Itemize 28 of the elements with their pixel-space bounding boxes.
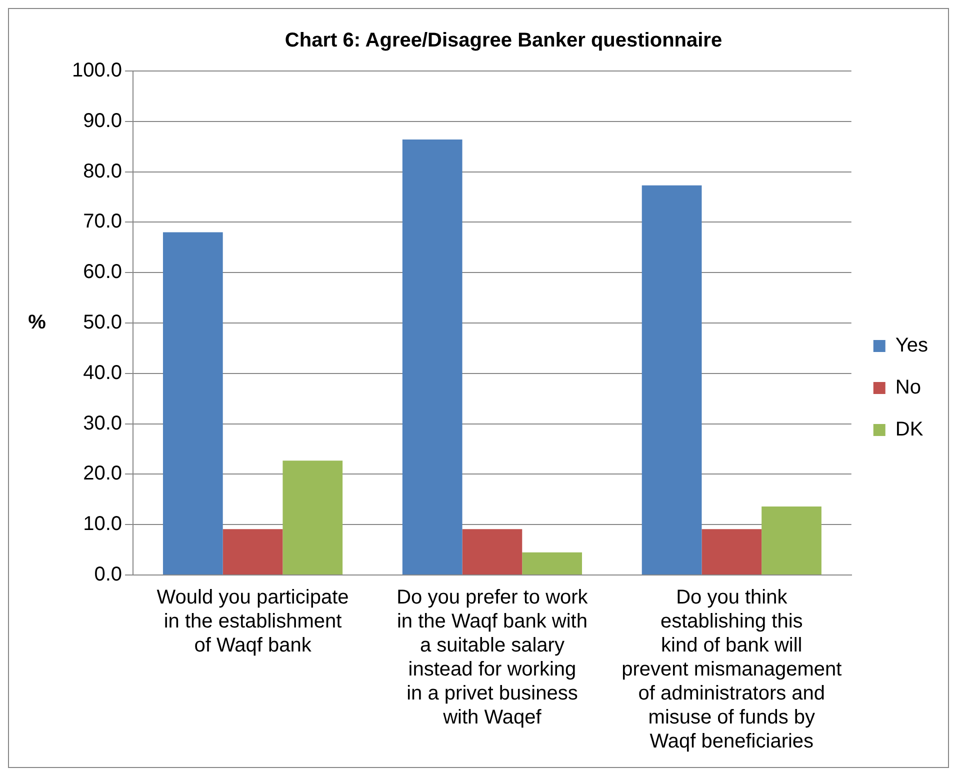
y-tick-label: 20.0 xyxy=(83,462,122,485)
x-tick-label: Do you prefer to work in the Waqf bank with a suitable salary instead for working in a privet business with Waqef xyxy=(396,586,589,729)
y-tick-label: 90.0 xyxy=(83,110,122,132)
legend-label: Yes xyxy=(895,334,928,357)
y-tick-label: 70.0 xyxy=(83,210,122,233)
bar xyxy=(162,232,223,574)
y-tick-label: 80.0 xyxy=(83,160,122,182)
bar xyxy=(522,552,582,574)
bar xyxy=(222,529,283,574)
bar xyxy=(642,185,702,574)
y-axis-title: % xyxy=(28,312,46,334)
bar xyxy=(462,529,522,574)
y-tick-label: 40.0 xyxy=(83,362,122,384)
x-tick-label: Do you think establishing this kind of bank will prevent mismanagement of administrators and misuse of funds by Waqf beneficiaries xyxy=(622,586,842,753)
y-tick-label: 0.0 xyxy=(94,564,122,586)
y-tick-label: 60.0 xyxy=(83,261,122,284)
y-tick-label: 30.0 xyxy=(83,412,122,434)
x-tick-label: Would you participate in the establishment of Waqf bank xyxy=(156,586,349,657)
bar xyxy=(402,140,462,574)
bar xyxy=(762,506,822,574)
bar xyxy=(702,529,762,574)
legend-label: No xyxy=(895,376,921,399)
chart-title: Chart 6: Agree/Disagree Banker questionnaire xyxy=(284,30,722,52)
bar xyxy=(282,460,343,574)
y-tick-label: 10.0 xyxy=(83,513,122,536)
legend-label: DK xyxy=(895,418,924,441)
y-tick-label: 100.0 xyxy=(72,60,122,82)
y-tick-label: 50.0 xyxy=(83,312,122,334)
